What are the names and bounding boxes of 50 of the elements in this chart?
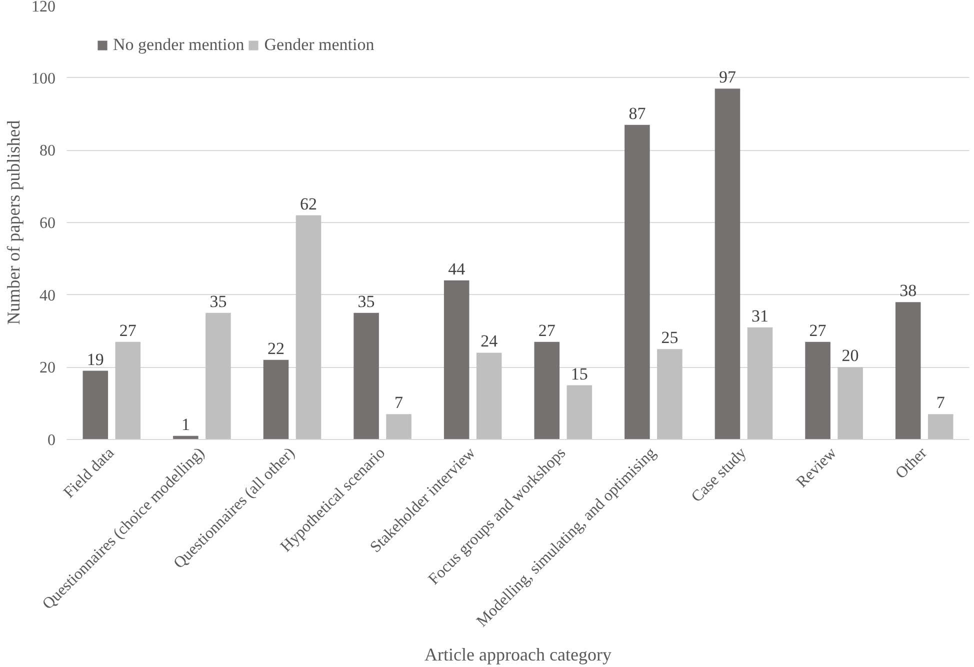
data-label: 31 <box>752 306 769 326</box>
bar <box>444 280 470 440</box>
bar <box>263 360 289 440</box>
bar <box>206 312 231 440</box>
bar <box>928 414 954 440</box>
data-label: 62 <box>300 194 318 214</box>
data-label: 97 <box>718 68 736 87</box>
data-label: 44 <box>448 259 466 278</box>
data-label: 27 <box>809 320 827 340</box>
data-label: 38 <box>900 281 917 300</box>
y-tick-label: 40 <box>40 287 56 304</box>
bar <box>805 342 830 440</box>
legend-label: Gender mention <box>264 35 374 55</box>
y-axis-title: Number of papers published <box>4 120 24 325</box>
data-label: 20 <box>842 346 859 366</box>
bar <box>714 88 740 440</box>
bar <box>386 414 412 440</box>
bar <box>895 302 921 440</box>
y-tick-label: 120 <box>32 0 56 16</box>
data-label: 7 <box>936 393 946 412</box>
bar <box>115 342 141 440</box>
bar <box>534 342 560 440</box>
data-label: 27 <box>538 320 556 340</box>
data-label: 19 <box>86 350 104 369</box>
data-label: 35 <box>358 292 375 311</box>
data-label: 22 <box>267 338 284 358</box>
y-tick-label: 0 <box>48 432 56 449</box>
bar <box>624 124 650 440</box>
bar <box>747 327 773 440</box>
bar <box>657 349 682 440</box>
y-tick-label: 60 <box>40 215 56 232</box>
bar <box>566 385 592 440</box>
bar <box>838 367 863 440</box>
data-label: 27 <box>119 320 137 340</box>
y-tick-label: 100 <box>32 70 56 88</box>
data-label: 1 <box>181 414 190 434</box>
bar <box>354 312 379 440</box>
data-label: 24 <box>480 332 498 351</box>
data-label: 15 <box>570 364 588 384</box>
bar <box>82 370 108 440</box>
data-label: 87 <box>628 104 646 123</box>
legend-label: No gender mention <box>113 35 244 55</box>
data-label: 35 <box>210 292 227 311</box>
y-tick-label: 20 <box>40 360 56 377</box>
bar <box>476 352 502 440</box>
x-axis-title: Article approach category <box>424 644 612 664</box>
bar <box>296 215 322 440</box>
data-label: 25 <box>661 328 678 348</box>
y-tick-label: 80 <box>40 142 56 160</box>
data-label: 7 <box>394 393 404 412</box>
